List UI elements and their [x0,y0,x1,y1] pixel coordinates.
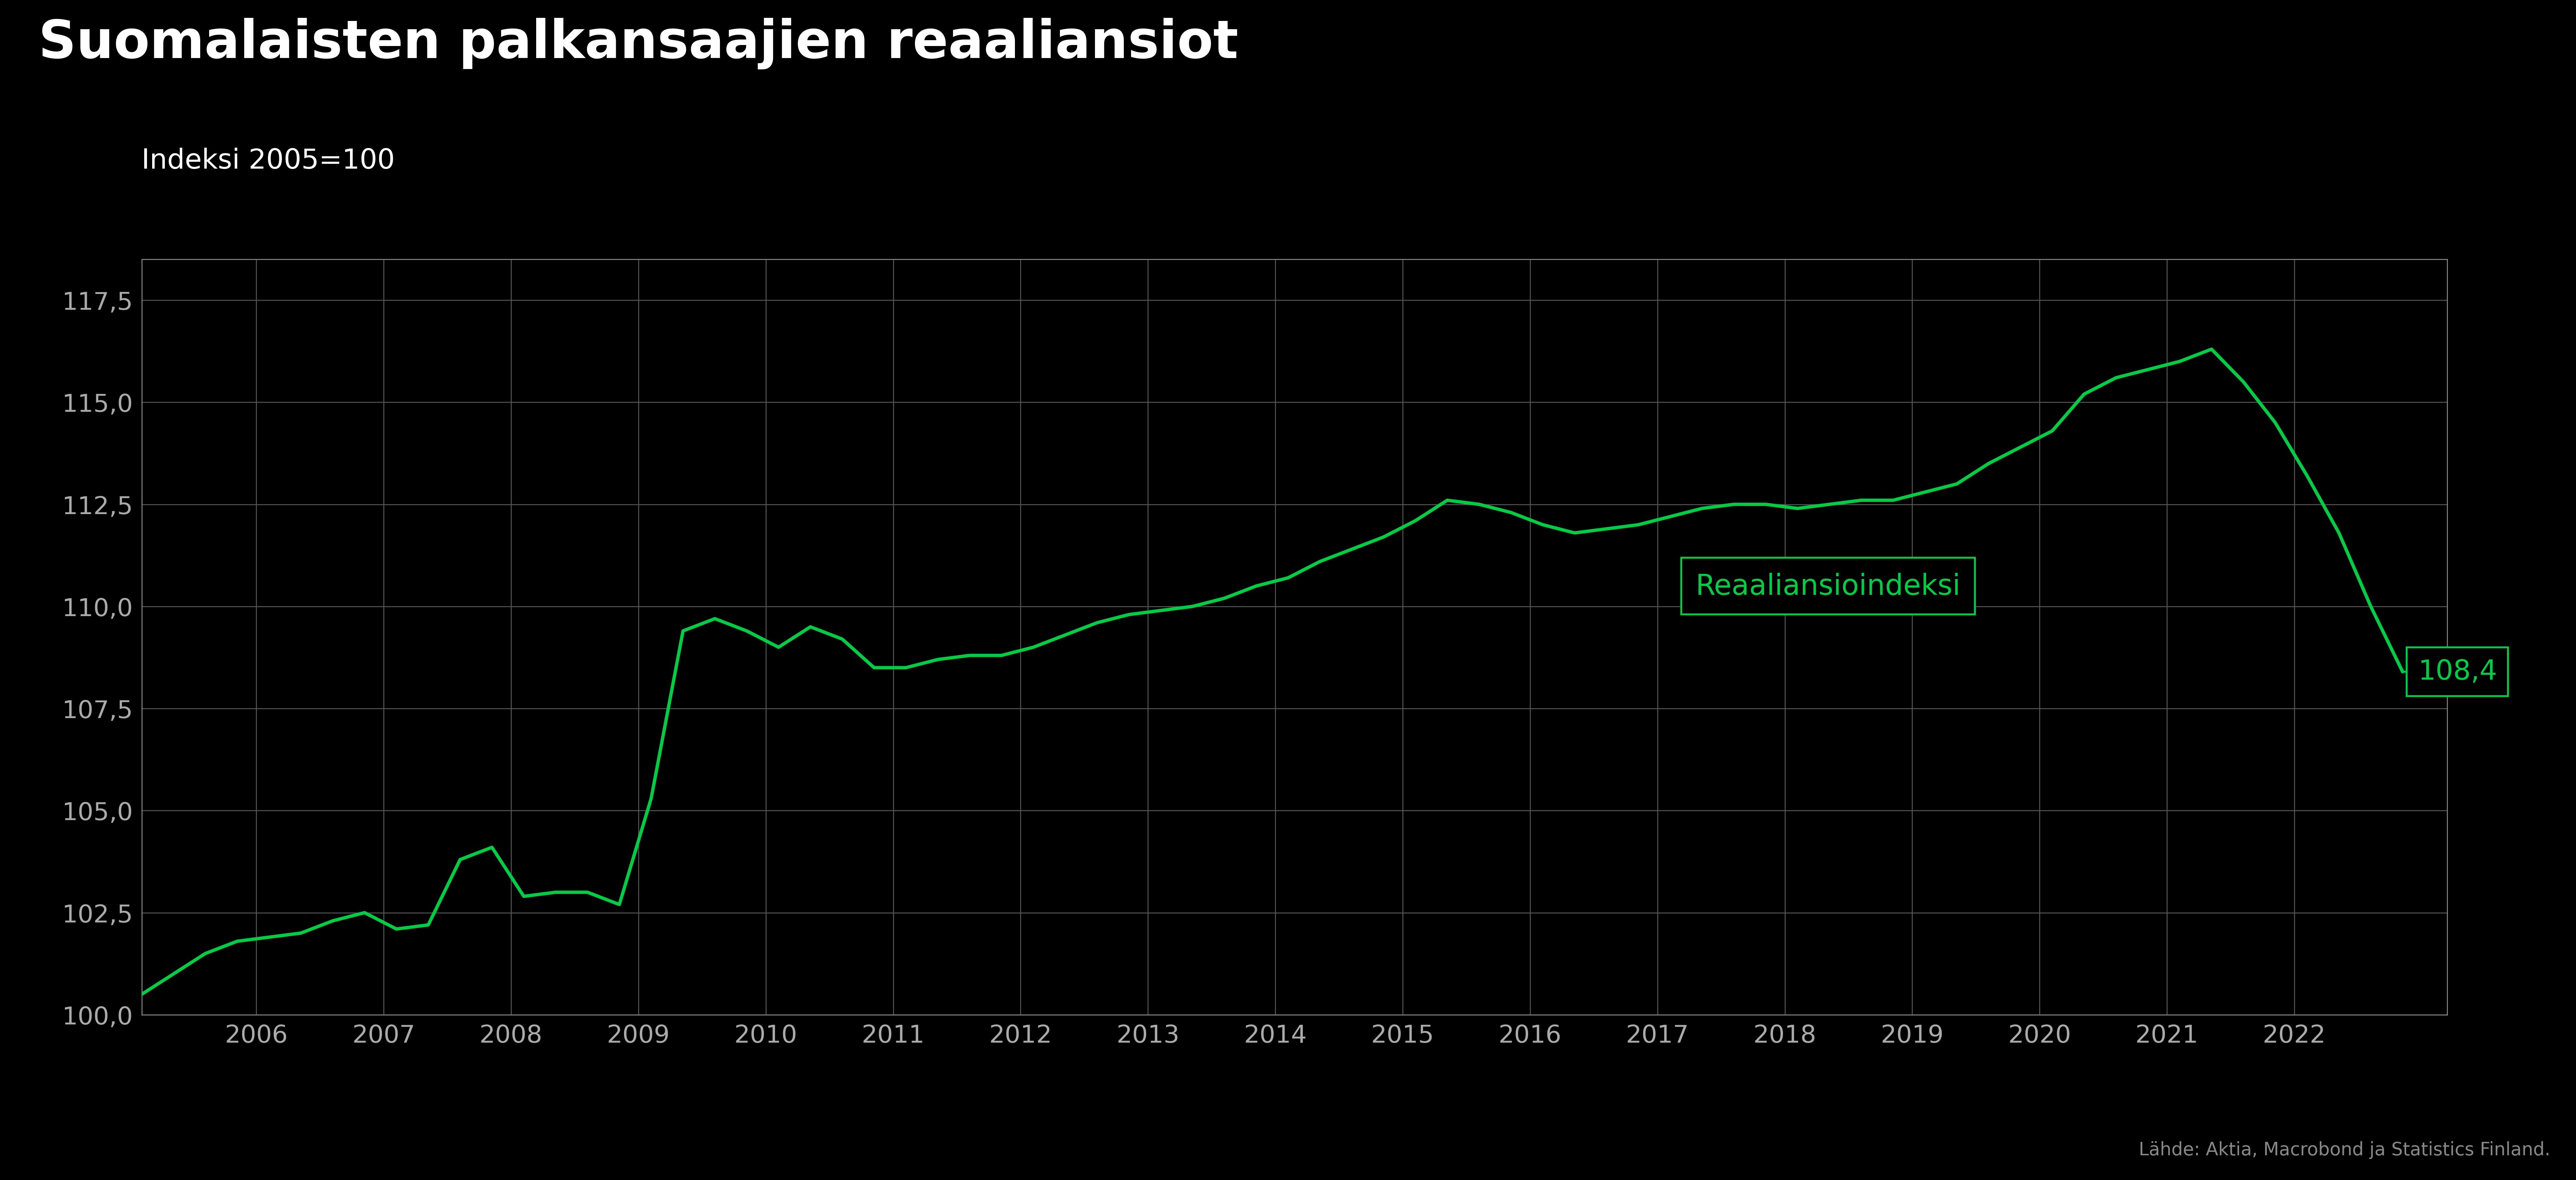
Text: Reaaliansioindeksi: Reaaliansioindeksi [1695,572,1960,601]
Text: Indeksi 2005=100: Indeksi 2005=100 [142,148,394,175]
Text: Suomalaisten palkansaajien reaaliansiot: Suomalaisten palkansaajien reaaliansiot [39,18,1239,70]
Text: Lähde: Aktia, Macrobond ja Statistics Finland.: Lähde: Aktia, Macrobond ja Statistics Fi… [2138,1141,2550,1159]
Text: 108,4: 108,4 [2419,658,2496,686]
